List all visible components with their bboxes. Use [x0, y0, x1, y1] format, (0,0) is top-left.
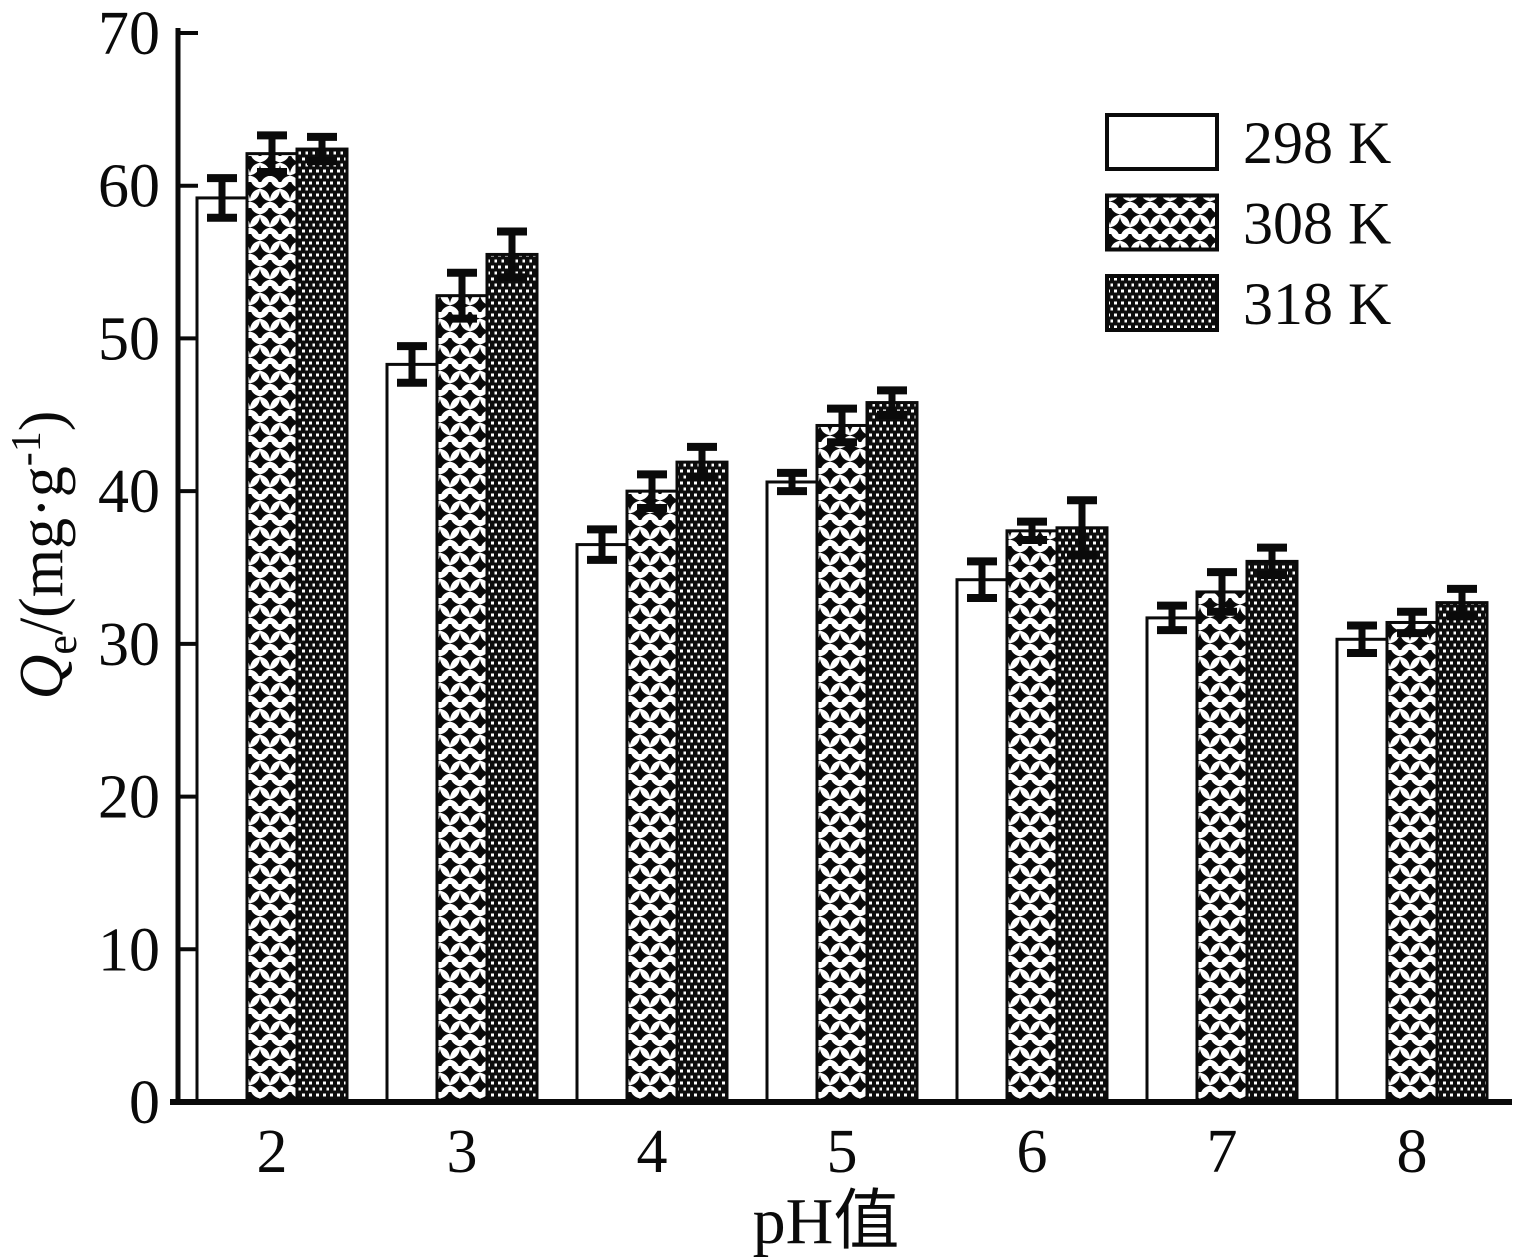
legend-swatch-318-k — [1105, 274, 1219, 332]
bar-308-k-ph-5 — [815, 423, 869, 1104]
bar-318-k-ph-4 — [675, 460, 729, 1104]
legend: 298 K 308 K 318 K — [1105, 110, 1391, 337]
bar-318-k-ph-7 — [1245, 559, 1299, 1104]
bar-318-k-ph-6 — [1055, 526, 1109, 1104]
legend-label-298-k: 298 K — [1243, 110, 1391, 176]
x-tick-label-3: 3 — [447, 1118, 478, 1186]
legend-swatch-308-k — [1105, 193, 1219, 252]
x-category-labels-group: 2 3 4 5 6 7 8 — [257, 1118, 1428, 1186]
x-axis-title: pH值 — [753, 1185, 900, 1258]
bar-308-k-ph-8 — [1385, 620, 1439, 1104]
legend-item-318-k: 318 K — [1105, 271, 1391, 337]
y-tick-label-40: 40 — [98, 458, 160, 526]
bar-298-k-ph-3 — [385, 362, 439, 1104]
error-bars-group — [207, 131, 1477, 658]
y-axis-title: Qe/(mg·g-1) — [4, 411, 86, 700]
bar-298-k-ph-7 — [1145, 616, 1199, 1104]
bar-298-k-ph-4 — [575, 543, 629, 1104]
bar-318-k-ph-8 — [1435, 601, 1489, 1104]
bar-298-k-ph-6 — [955, 578, 1009, 1104]
x-tick-label-8: 8 — [1397, 1118, 1428, 1186]
y-tick-label-0: 0 — [129, 1069, 160, 1137]
legend-item-298-k: 298 K — [1105, 110, 1391, 176]
y-tick-label-60: 60 — [98, 153, 160, 221]
bar-298-k-ph-2 — [195, 196, 249, 1104]
bar-308-k-ph-6 — [1005, 529, 1059, 1104]
y-tick-label-30: 30 — [98, 611, 160, 679]
bar-318-k-ph-2 — [295, 147, 349, 1104]
legend-label-308-k: 308 K — [1243, 191, 1391, 257]
legend-label-318-k: 318 K — [1243, 271, 1391, 337]
x-tick-label-6: 6 — [1017, 1118, 1048, 1186]
bar-298-k-ph-5 — [765, 480, 819, 1104]
bar-308-k-ph-3 — [435, 294, 489, 1104]
x-tick-label-2: 2 — [257, 1118, 288, 1186]
bar-308-k-ph-2 — [245, 152, 299, 1104]
x-tick-label-4: 4 — [637, 1118, 668, 1186]
y-tick-label-20: 20 — [98, 764, 160, 832]
bar-318-k-ph-5 — [865, 401, 919, 1104]
x-tick-label-7: 7 — [1207, 1118, 1238, 1186]
bar-298-k-ph-8 — [1335, 637, 1389, 1104]
bar-308-k-ph-4 — [625, 489, 679, 1104]
x-tick-label-5: 5 — [827, 1118, 858, 1186]
legend-item-308-k: 308 K — [1105, 191, 1391, 257]
y-tick-label-70: 70 — [98, 0, 160, 68]
axes-group — [170, 28, 1512, 1105]
y-tick-label-50: 50 — [98, 305, 160, 373]
bar-308-k-ph-7 — [1195, 590, 1249, 1104]
y-ticks-group: 0 10 20 30 40 50 60 70 — [98, 0, 198, 1137]
legend-swatch-298-k — [1105, 113, 1219, 171]
bar-318-k-ph-3 — [485, 252, 539, 1104]
y-tick-label-10: 10 — [98, 916, 160, 984]
